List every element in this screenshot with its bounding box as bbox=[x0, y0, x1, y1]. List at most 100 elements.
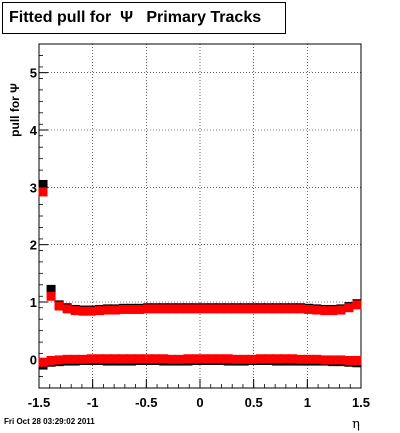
y-tick-label: 4 bbox=[30, 123, 38, 138]
red-sigma-point bbox=[207, 304, 217, 314]
red-mean-point bbox=[167, 354, 177, 364]
black-sigma-point bbox=[46, 284, 56, 294]
red-sigma-point bbox=[199, 304, 209, 314]
red-sigma-point bbox=[191, 304, 201, 314]
red-mean-point bbox=[70, 354, 80, 364]
y-tick-label: 2 bbox=[30, 238, 37, 253]
y-tick-label: 0 bbox=[30, 352, 37, 367]
red-mean-point bbox=[183, 354, 193, 364]
grid-lines bbox=[39, 44, 361, 388]
red-sigma-point bbox=[110, 305, 120, 315]
y-tick-label: 1 bbox=[30, 295, 37, 310]
x-tick-label: 0.5 bbox=[245, 395, 263, 410]
timestamp: Fri Oct 28 03:29:02 2011 bbox=[4, 417, 95, 426]
red-sigma-point bbox=[247, 304, 257, 314]
red-sigma-point bbox=[86, 306, 96, 316]
x-tick-label: 0 bbox=[196, 395, 203, 410]
black-sigma-point bbox=[38, 179, 48, 189]
y-axis-label: pull for Ψ bbox=[8, 83, 22, 137]
axis-ticks bbox=[38, 43, 362, 389]
red-mean-point bbox=[263, 354, 273, 364]
red-mean-point bbox=[336, 355, 346, 365]
red-mean-point bbox=[94, 354, 104, 364]
red-sigma-point bbox=[135, 304, 145, 314]
red-sigma-point bbox=[70, 306, 80, 316]
red-sigma-point bbox=[288, 304, 298, 314]
red-sigma-point bbox=[38, 187, 48, 197]
red-mean-point bbox=[54, 355, 64, 365]
red-sigma-point bbox=[127, 304, 137, 314]
x-tick-label: -1 bbox=[87, 395, 99, 410]
red-sigma-point bbox=[78, 306, 88, 316]
red-mean-point bbox=[127, 354, 137, 364]
red-mean-point bbox=[247, 354, 257, 364]
y-tick-label: 3 bbox=[30, 180, 37, 195]
red-sigma-point bbox=[328, 306, 338, 316]
red-sigma-point bbox=[255, 304, 265, 314]
red-mean-point bbox=[255, 354, 265, 364]
data-points bbox=[38, 179, 362, 370]
y-tick-label: 5 bbox=[30, 66, 37, 81]
red-mean-point bbox=[296, 354, 306, 364]
red-mean-point bbox=[62, 354, 72, 364]
red-mean-point bbox=[239, 354, 249, 364]
red-mean-point bbox=[175, 354, 185, 364]
red-sigma-point bbox=[352, 300, 362, 310]
red-mean-point bbox=[280, 354, 290, 364]
red-mean-point bbox=[320, 355, 330, 365]
red-sigma-point bbox=[304, 304, 314, 314]
red-sigma-point bbox=[271, 304, 281, 314]
red-mean-point bbox=[86, 354, 96, 364]
red-sigma-point bbox=[296, 304, 306, 314]
red-mean-point bbox=[135, 354, 145, 364]
red-mean-point bbox=[328, 355, 338, 365]
red-sigma-point bbox=[336, 305, 346, 315]
x-axis-label: η bbox=[352, 417, 360, 432]
red-sigma-point bbox=[263, 304, 273, 314]
red-mean-point bbox=[207, 354, 217, 364]
red-mean-point bbox=[119, 354, 129, 364]
x-tick-labels: -1.5 -1 -0.5 0 0.5 1 1.5 bbox=[28, 395, 370, 410]
x-tick-label: -1.5 bbox=[28, 395, 50, 410]
red-mean-point bbox=[143, 354, 153, 364]
red-sigma-point bbox=[280, 304, 290, 314]
red-mean-point bbox=[352, 355, 362, 365]
red-mean-point bbox=[215, 354, 225, 364]
red-mean-point bbox=[344, 355, 354, 365]
red-sigma-point bbox=[46, 291, 56, 301]
x-tick-label: 1 bbox=[304, 395, 311, 410]
red-sigma-point bbox=[320, 306, 330, 316]
red-sigma-point bbox=[231, 304, 241, 314]
red-sigma-point bbox=[344, 303, 354, 313]
red-mean-point bbox=[191, 354, 201, 364]
red-sigma-point bbox=[312, 305, 322, 315]
red-mean-point bbox=[304, 354, 314, 364]
chart-title: Fitted pull for Ψ Primary Tracks bbox=[2, 2, 286, 34]
red-sigma-point bbox=[175, 304, 185, 314]
red-mean-point bbox=[102, 354, 112, 364]
red-sigma-point bbox=[215, 304, 225, 314]
red-sigma-point bbox=[102, 305, 112, 315]
red-mean-point bbox=[46, 355, 56, 365]
y-tick-labels: 0 1 2 3 4 5 bbox=[30, 66, 38, 368]
red-sigma-point bbox=[159, 304, 169, 314]
red-mean-point bbox=[110, 354, 120, 364]
red-sigma-point bbox=[239, 304, 249, 314]
red-mean-point bbox=[151, 354, 161, 364]
red-sigma-point bbox=[62, 304, 72, 314]
red-sigma-point bbox=[143, 304, 153, 314]
red-mean-point bbox=[271, 354, 281, 364]
red-mean-point bbox=[288, 354, 298, 364]
red-mean-point bbox=[159, 354, 169, 364]
red-sigma-point bbox=[223, 304, 233, 314]
red-sigma-point bbox=[119, 304, 129, 314]
x-tick-label: 1.5 bbox=[352, 395, 370, 410]
x-tick-label: -0.5 bbox=[135, 395, 157, 410]
red-sigma-point bbox=[183, 304, 193, 314]
red-mean-point bbox=[78, 354, 88, 364]
red-sigma-point bbox=[94, 306, 104, 316]
red-mean-point bbox=[38, 357, 48, 367]
red-mean-point bbox=[312, 354, 322, 364]
red-mean-point bbox=[231, 354, 241, 364]
